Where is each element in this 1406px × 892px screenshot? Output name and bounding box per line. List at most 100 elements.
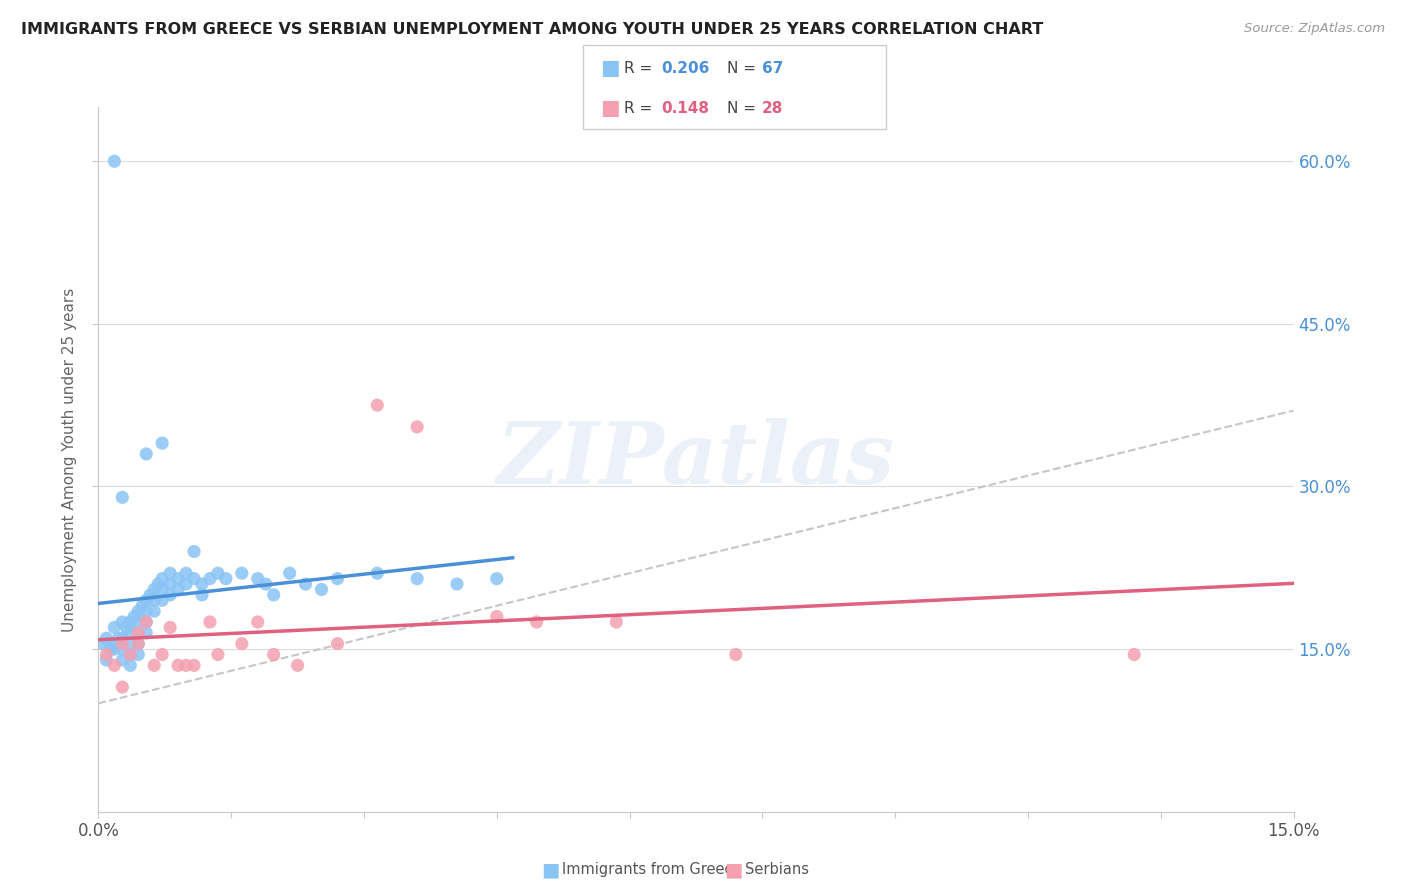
Y-axis label: Unemployment Among Youth under 25 years: Unemployment Among Youth under 25 years (62, 287, 77, 632)
Point (191, 577, 214, 591)
Point (135, 625, 157, 640)
Point (183, 658, 205, 673)
Point (120, 648, 142, 662)
Point (207, 566, 229, 581)
Point (96, 632, 118, 646)
Point (485, 572, 508, 586)
Point (198, 572, 221, 586)
Point (120, 625, 142, 640)
Point (120, 648, 142, 662)
Point (311, 582, 333, 597)
Point (263, 648, 285, 662)
Point (127, 637, 149, 651)
Text: Serbians: Serbians (745, 863, 810, 877)
Point (150, 593, 173, 607)
Text: Immigrants from Greece: Immigrants from Greece (562, 863, 742, 877)
Point (191, 588, 214, 602)
Point (127, 625, 149, 640)
Point (107, 632, 129, 646)
Point (111, 680, 134, 694)
Point (1123, 648, 1146, 662)
Point (127, 604, 149, 618)
Text: R =: R = (624, 101, 658, 116)
Point (174, 658, 197, 673)
Point (366, 566, 388, 581)
Point (174, 577, 197, 591)
Point (263, 588, 285, 602)
Point (111, 491, 134, 505)
Point (103, 637, 125, 651)
Point (254, 577, 277, 591)
Point (143, 658, 166, 673)
Point (135, 593, 157, 607)
Point (446, 577, 468, 591)
Point (139, 588, 162, 602)
Point (103, 154, 125, 169)
Point (103, 658, 125, 673)
Point (111, 653, 134, 667)
Point (246, 615, 269, 629)
Point (91, 637, 114, 651)
Point (287, 658, 309, 673)
Text: 28: 28 (762, 101, 783, 116)
Point (148, 577, 170, 591)
Point (231, 637, 253, 651)
Point (167, 582, 190, 597)
Point (406, 420, 429, 434)
Point (120, 658, 142, 673)
Text: N =: N = (727, 61, 761, 76)
Point (207, 648, 229, 662)
Text: ■: ■ (600, 98, 620, 118)
Point (111, 637, 134, 651)
Point (131, 599, 153, 613)
Text: ■: ■ (600, 58, 620, 78)
Point (127, 625, 149, 640)
Point (150, 572, 173, 586)
Text: IMMIGRANTS FROM GREECE VS SERBIAN UNEMPLOYMENT AMONG YOUTH UNDER 25 YEARS CORREL: IMMIGRANTS FROM GREECE VS SERBIAN UNEMPL… (21, 22, 1043, 37)
Point (111, 642, 134, 657)
Point (183, 544, 205, 558)
Point (143, 604, 166, 618)
Point (124, 609, 146, 624)
Point (127, 615, 149, 629)
Point (120, 615, 142, 629)
Point (167, 572, 190, 586)
Point (143, 582, 166, 597)
Point (159, 620, 181, 634)
Point (150, 648, 173, 662)
Point (159, 588, 181, 602)
Point (135, 447, 157, 461)
Point (143, 593, 166, 607)
Point (96, 653, 118, 667)
Point (111, 615, 134, 629)
Point (103, 620, 125, 634)
Point (159, 577, 181, 591)
Point (115, 620, 138, 634)
Point (724, 648, 747, 662)
Point (231, 566, 253, 581)
Text: Source: ZipAtlas.com: Source: ZipAtlas.com (1244, 22, 1385, 36)
Point (120, 637, 142, 651)
Point (174, 566, 197, 581)
Point (198, 615, 221, 629)
Point (526, 615, 548, 629)
Point (135, 615, 157, 629)
Point (135, 615, 157, 629)
Point (406, 572, 429, 586)
Text: N =: N = (727, 101, 761, 116)
Point (150, 436, 173, 450)
Point (96, 648, 118, 662)
Point (605, 615, 627, 629)
Point (366, 398, 388, 412)
Point (103, 642, 125, 657)
Point (294, 577, 316, 591)
Text: 0.148: 0.148 (661, 101, 709, 116)
Point (246, 572, 269, 586)
Text: 0.206: 0.206 (661, 61, 709, 76)
Point (167, 658, 190, 673)
Point (326, 637, 349, 651)
Text: ZIPatlas: ZIPatlas (496, 417, 896, 501)
Point (215, 572, 238, 586)
Text: 67: 67 (762, 61, 783, 76)
Text: ■: ■ (724, 860, 742, 880)
